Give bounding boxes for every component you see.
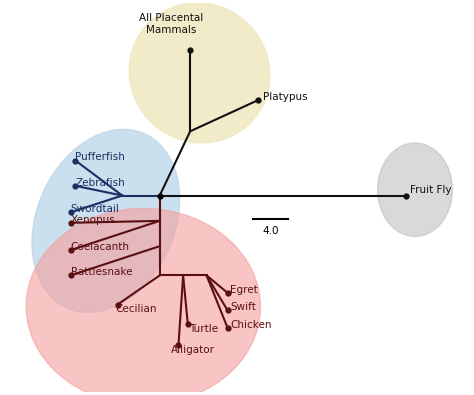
Text: All Placental
Mammals: All Placental Mammals — [139, 13, 203, 35]
Text: Swift: Swift — [230, 302, 256, 312]
Text: Pufferfish: Pufferfish — [75, 152, 125, 162]
Text: Chicken: Chicken — [230, 320, 272, 330]
Text: Alligator: Alligator — [171, 345, 214, 355]
Text: Egret: Egret — [230, 285, 258, 295]
Text: Cecilian: Cecilian — [115, 304, 157, 314]
Text: Swordtail: Swordtail — [71, 204, 119, 214]
Ellipse shape — [26, 209, 260, 395]
Text: Zebrafish: Zebrafish — [75, 178, 125, 188]
Text: Turtle: Turtle — [189, 324, 219, 334]
Text: Platypus: Platypus — [263, 92, 308, 102]
Text: Coelacanth: Coelacanth — [71, 242, 130, 252]
Text: Fruit Fly: Fruit Fly — [410, 186, 452, 196]
Text: 4.0: 4.0 — [263, 226, 279, 235]
Ellipse shape — [32, 129, 180, 312]
Ellipse shape — [129, 3, 270, 143]
Text: Xenopus: Xenopus — [71, 215, 116, 225]
Ellipse shape — [377, 143, 453, 237]
Text: Rattlesnake: Rattlesnake — [71, 267, 132, 277]
